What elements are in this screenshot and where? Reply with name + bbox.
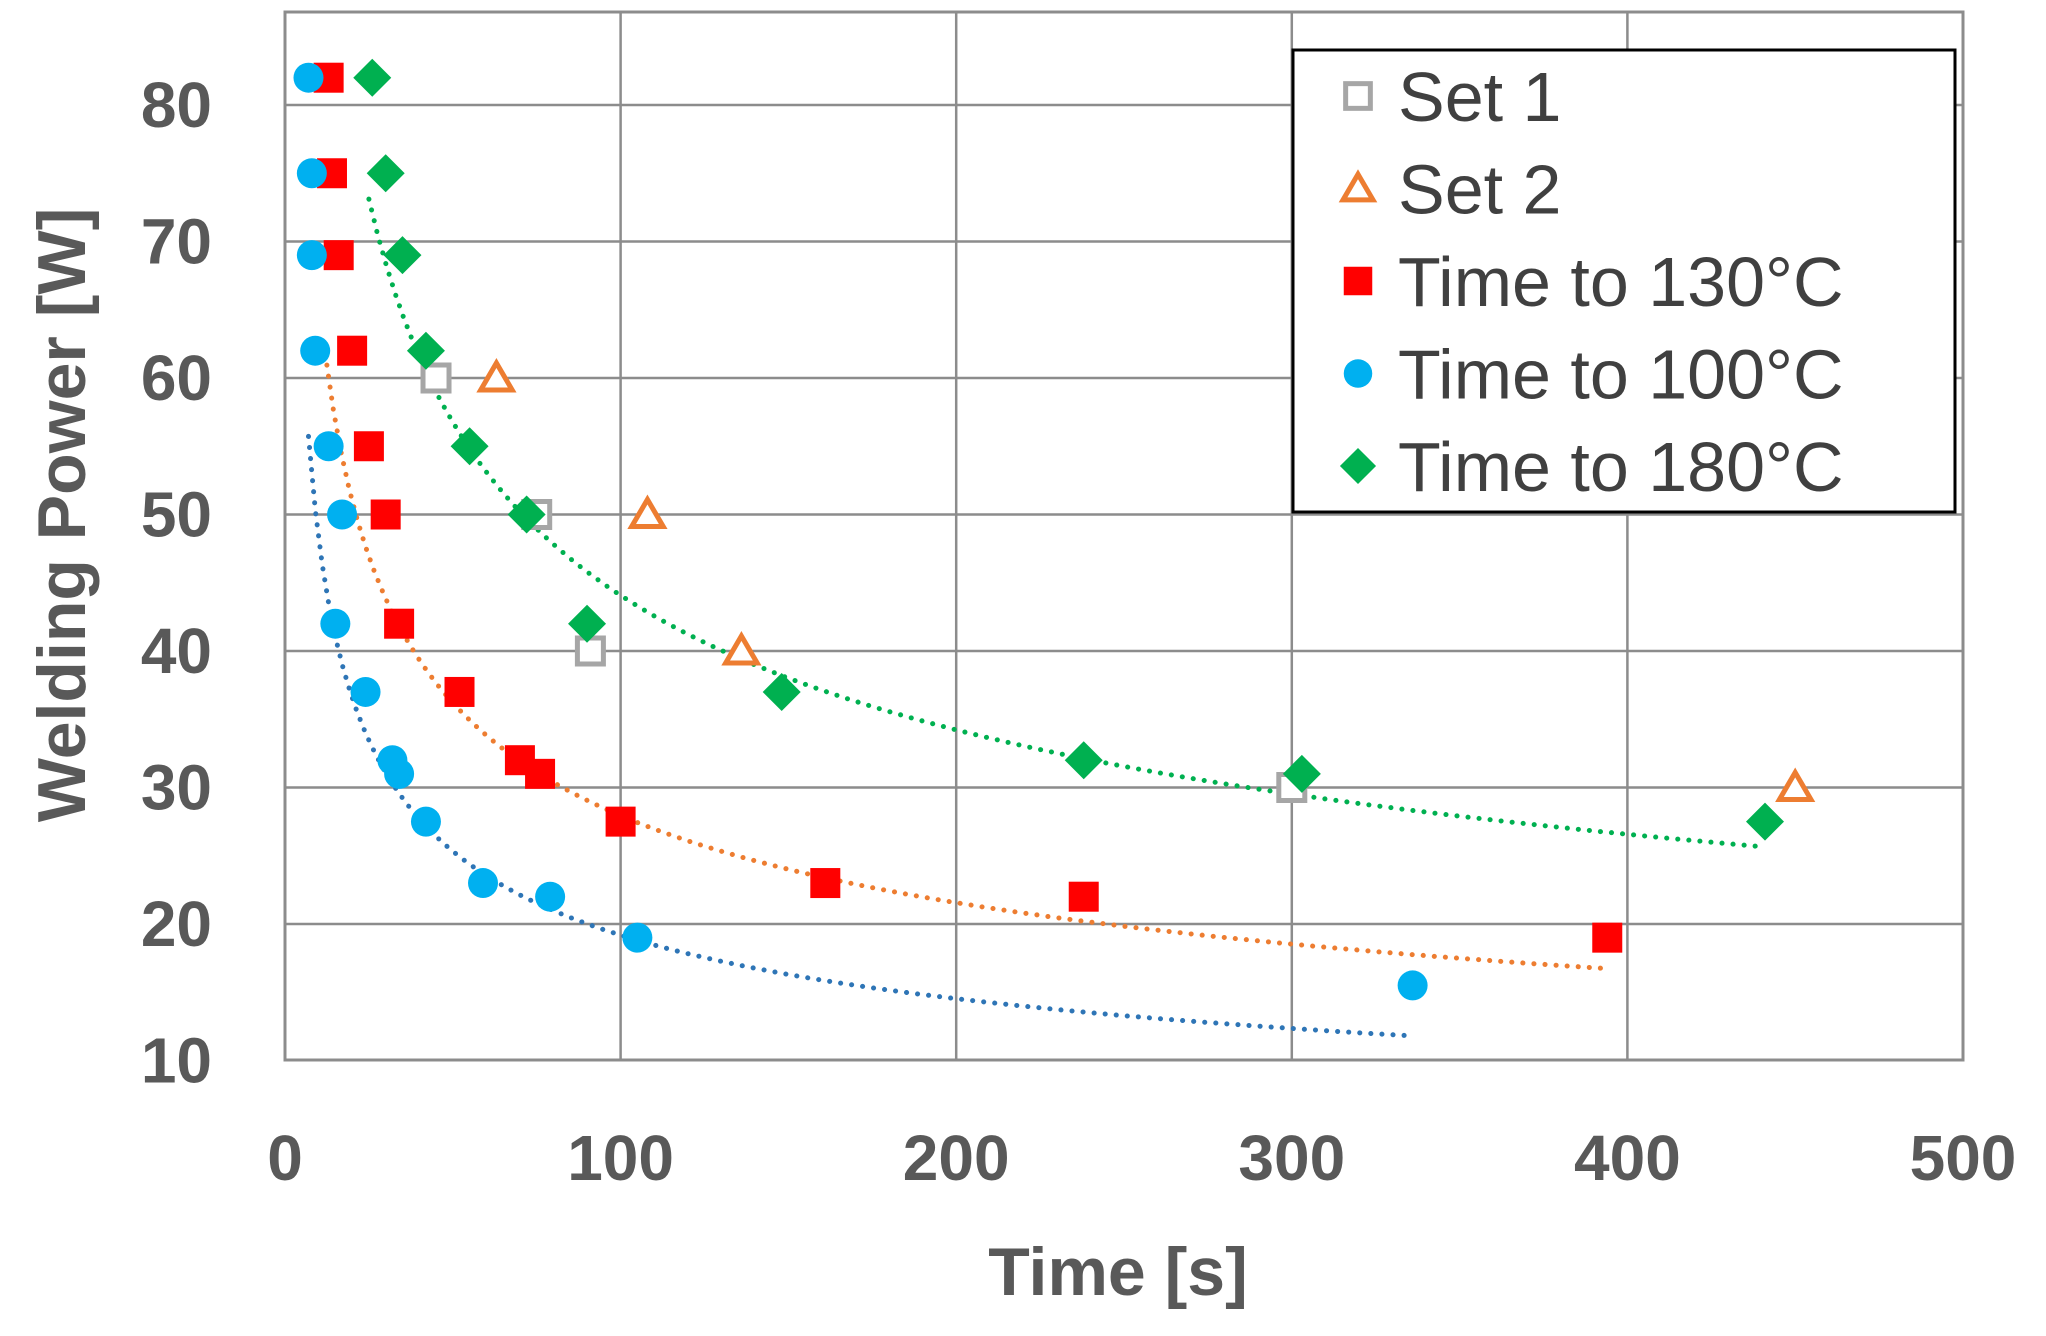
point-s3-11 (468, 868, 499, 899)
point-s4-9 (1282, 754, 1321, 793)
series-4 (353, 58, 1784, 841)
point-s2-6 (384, 608, 415, 639)
point-s3-12 (535, 881, 566, 912)
point-s2-3 (337, 335, 368, 366)
x-tick-label-300: 300 (1238, 1122, 1345, 1194)
point-s2-13 (1592, 922, 1623, 953)
point-s2-7 (444, 676, 475, 707)
point-s4-0 (353, 58, 392, 97)
plot-area-border (283, 10, 1965, 1062)
point-s3-1 (296, 158, 327, 189)
point-s0-0 (420, 362, 452, 394)
series-3 (293, 62, 1428, 1001)
x-tick-label-400: 400 (1574, 1122, 1681, 1194)
point-s4-5 (507, 495, 546, 534)
point-s2-5 (370, 499, 401, 530)
point-s1-3 (1775, 767, 1816, 802)
legend-marker-0 (1343, 81, 1373, 111)
point-s3-0 (293, 62, 324, 93)
point-s1-1 (627, 494, 668, 529)
legend-label-3: Time to 100°C (1398, 336, 1844, 414)
point-s4-6 (568, 604, 607, 643)
legend-box (1291, 48, 1957, 514)
point-s1-0 (476, 358, 517, 393)
point-s3-10 (410, 806, 441, 837)
axes: 0 100 200 300 400 500 10 20 30 40 50 60 70 80 (141, 69, 2017, 1194)
data-markers (293, 58, 1816, 1001)
point-s4-3 (406, 331, 445, 370)
x-tick-label-200: 200 (903, 1122, 1010, 1194)
point-s4-2 (383, 236, 422, 275)
legend-marker-1 (1338, 169, 1378, 203)
point-s3-2 (296, 240, 327, 271)
point-s2-4 (353, 431, 384, 462)
point-s3-5 (327, 499, 358, 530)
point-s2-12 (1068, 881, 1099, 912)
point-s3-4 (313, 431, 344, 462)
legend-marker-2 (1343, 266, 1373, 296)
point-s0-2 (574, 635, 606, 667)
y-tick-label-10: 10 (141, 1025, 212, 1097)
x-tick-label-500: 500 (1910, 1122, 2017, 1194)
x-axis-title: Time [s] (988, 1234, 1247, 1310)
point-s2-9 (525, 758, 556, 789)
point-s3-13 (622, 922, 653, 953)
legend: Set 1 Set 2 Time to 130°C Time to 100°C Time… (1291, 48, 1957, 514)
y-tick-label-80: 80 (141, 69, 212, 141)
trend-100 (306, 433, 1416, 1039)
point-s3-14 (1397, 970, 1428, 1001)
y-tick-label-20: 20 (141, 888, 212, 960)
y-tick-label-30: 30 (141, 752, 212, 824)
point-s4-7 (762, 672, 801, 711)
point-s4-10 (1745, 802, 1784, 841)
legend-label-4: Time to 180°C (1398, 428, 1844, 506)
x-tick-label-100: 100 (567, 1122, 674, 1194)
legend-label-2: Time to 130°C (1398, 243, 1844, 321)
point-s3-6 (320, 608, 351, 639)
x-tick-label-0: 0 (267, 1122, 303, 1194)
trend-180 (366, 196, 1768, 850)
point-s3-3 (300, 335, 331, 366)
series-2 (313, 62, 1623, 953)
legend-label-0: Set 1 (1398, 58, 1561, 136)
series-0 (420, 362, 1308, 803)
point-s1-2 (721, 631, 762, 666)
series-1 (476, 358, 1816, 802)
y-tick-label-60: 60 (141, 342, 212, 414)
legend-marker-3 (1343, 359, 1373, 388)
point-s2-10 (605, 806, 636, 837)
y-tick-label-50: 50 (141, 479, 212, 551)
point-s3-9 (384, 758, 415, 789)
point-s2-2 (323, 240, 354, 271)
y-tick-label-40: 40 (141, 615, 212, 687)
point-s4-1 (366, 154, 405, 193)
legend-marker-4 (1339, 447, 1377, 485)
y-axis-title: Welding Power [W] (24, 208, 100, 823)
point-s4-4 (450, 427, 489, 466)
point-s4-8 (1064, 741, 1103, 780)
y-tick-label-70: 70 (141, 206, 212, 278)
point-s3-7 (350, 676, 381, 707)
legend-label-1: Set 2 (1398, 151, 1561, 229)
point-s2-11 (810, 868, 841, 899)
